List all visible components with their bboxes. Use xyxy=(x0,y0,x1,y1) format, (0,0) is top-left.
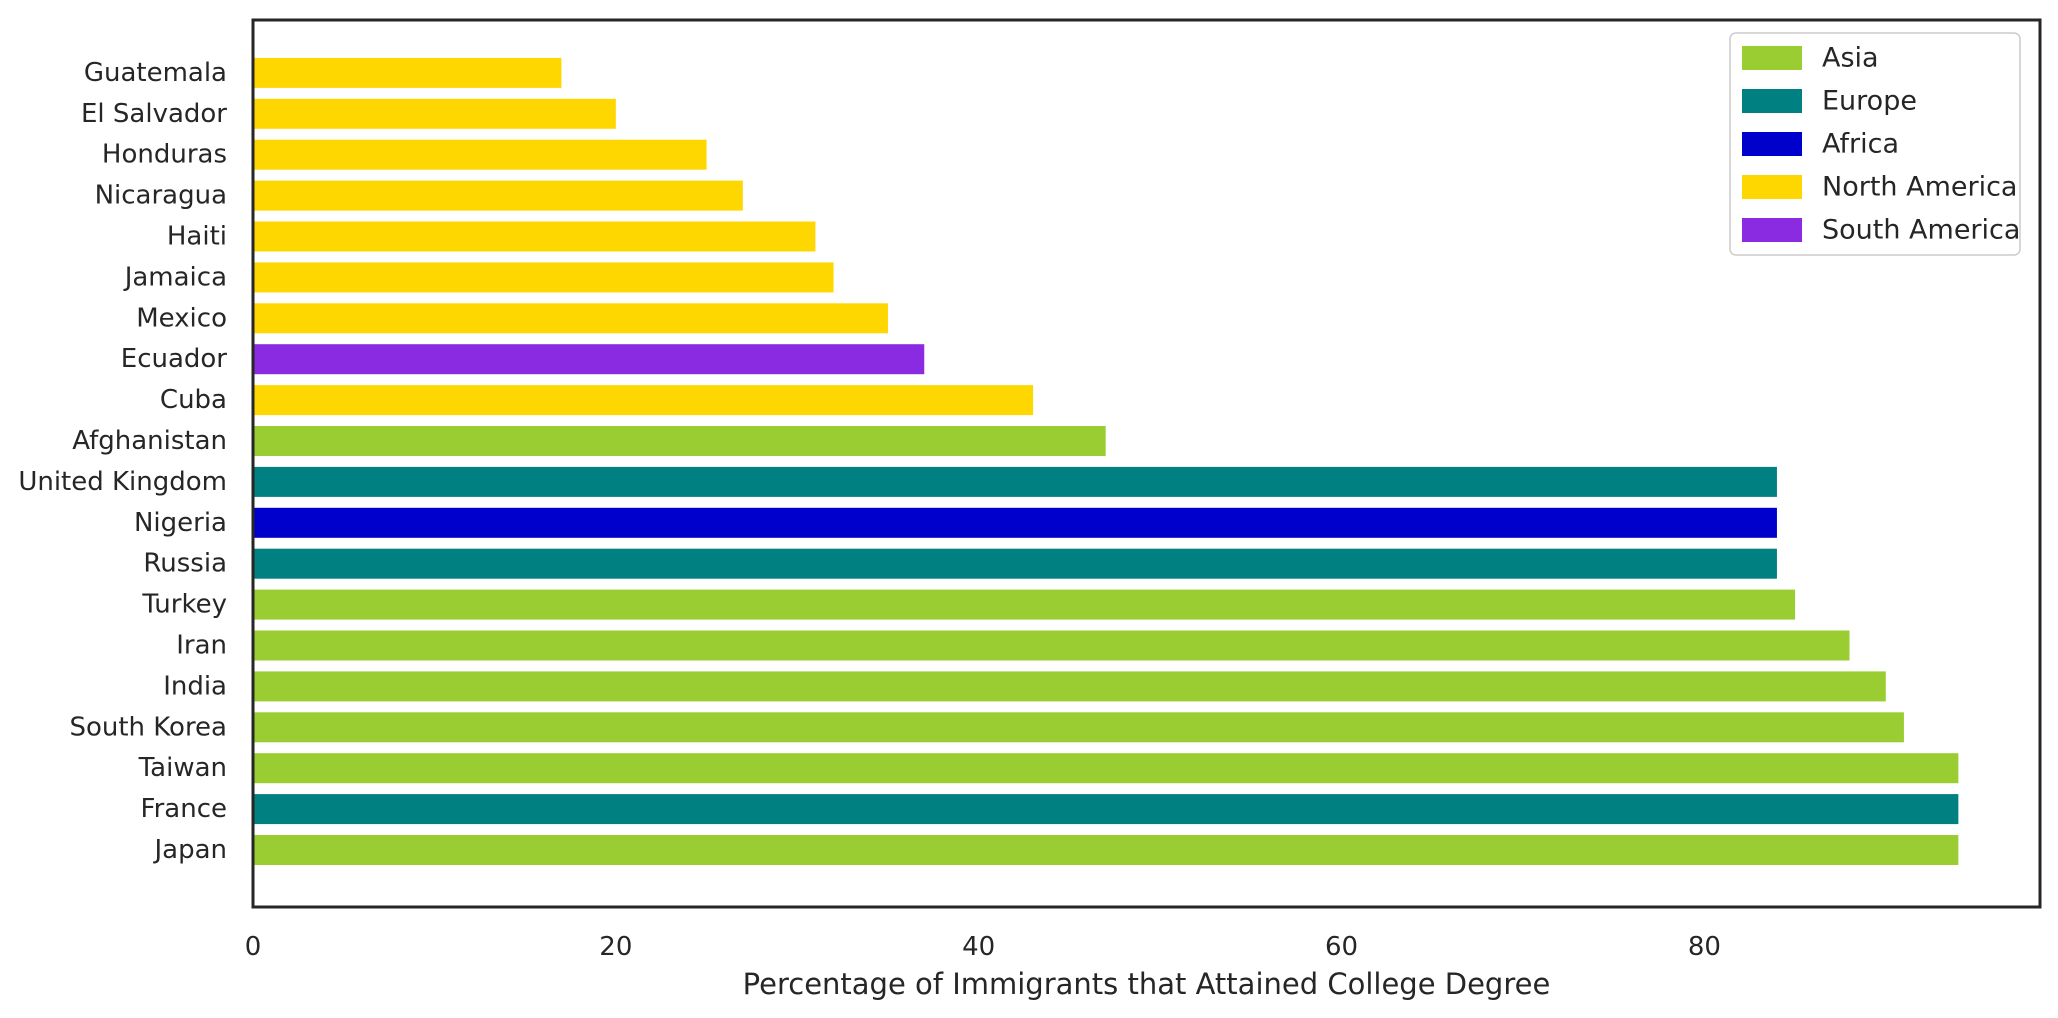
x-tick-label-80: 80 xyxy=(1688,932,1721,962)
bar-haiti xyxy=(253,221,816,252)
y-tick-label-haiti: Haiti xyxy=(167,222,227,252)
bar-turkey xyxy=(253,589,1796,620)
bars-group xyxy=(253,57,1959,865)
legend: Asia Europe Africa North America South Ameri… xyxy=(1729,32,2021,256)
bar-south-korea xyxy=(253,712,1904,743)
bar-india xyxy=(253,671,1886,702)
bar-nicaragua xyxy=(253,180,743,211)
y-tick-label-nigeria: Nigeria xyxy=(134,508,227,538)
y-tick-label-honduras: Honduras xyxy=(102,140,227,170)
y-tick-label-nicaragua: Nicaragua xyxy=(95,181,227,211)
bar-ecuador xyxy=(253,344,925,375)
legend-swatch-north-america xyxy=(1742,175,1802,199)
bar-iran xyxy=(253,630,1850,661)
y-tick-label-mexico: Mexico xyxy=(136,303,227,333)
y-tick-label-guatemala: Guatemala xyxy=(84,58,227,88)
legend-label-asia: Asia xyxy=(1822,43,1879,74)
bar-el-salvador xyxy=(253,98,616,129)
legend-swatch-africa xyxy=(1742,132,1802,156)
bar-cuba xyxy=(253,385,1034,416)
legend-swatch-asia xyxy=(1742,46,1802,70)
bar-nigeria xyxy=(253,507,1777,538)
legend-swatch-europe xyxy=(1742,89,1802,113)
bar-taiwan xyxy=(253,753,1959,784)
y-tick-label-united-kingdom: United Kingdom xyxy=(18,467,227,497)
bar-russia xyxy=(253,548,1777,579)
legend-label-africa: Africa xyxy=(1822,129,1899,160)
legend-frame xyxy=(1729,32,2021,256)
x-tick-label-60: 60 xyxy=(1325,932,1358,962)
y-tick-label-turkey: Turkey xyxy=(141,590,227,620)
bar-mexico xyxy=(253,303,888,334)
y-tick-label-jamaica: Jamaica xyxy=(123,262,227,292)
plot-frame xyxy=(251,18,2042,909)
y-tick-label-russia: Russia xyxy=(143,549,227,579)
legend-label-south-america: South America xyxy=(1822,215,2020,246)
bar-honduras xyxy=(253,139,707,170)
bar-japan xyxy=(253,835,1959,865)
x-tick-label-20: 20 xyxy=(599,932,632,962)
y-tick-label-taiwan: Taiwan xyxy=(138,753,227,783)
y-tick-label-iran: Iran xyxy=(176,631,227,661)
y-tick-label-india: India xyxy=(163,671,227,701)
y-tick-label-japan: Japan xyxy=(152,835,227,865)
y-tick-label-france: France xyxy=(141,794,227,824)
y-axis-tick-labels: Japan France Taiwan South Korea India Iran Tur… xyxy=(18,58,227,865)
bar-united-kingdom xyxy=(253,466,1777,497)
legend-label-europe: Europe xyxy=(1822,86,1917,117)
y-tick-label-el-salvador: El Salvador xyxy=(81,99,227,129)
legend-swatch-south-america xyxy=(1742,218,1802,242)
legend-label-north-america: North America xyxy=(1822,172,2017,203)
bar-jamaica xyxy=(253,262,834,293)
bar-afghanistan xyxy=(253,426,1106,456)
y-tick-label-afghanistan: Afghanistan xyxy=(72,426,227,456)
x-tick-label-0: 0 xyxy=(245,932,262,962)
y-tick-label-south-korea: South Korea xyxy=(69,712,227,742)
x-tick-label-40: 40 xyxy=(962,932,995,962)
x-axis-ticks: 0 20 40 60 80 xyxy=(245,932,1721,962)
bar-guatemala xyxy=(253,57,562,88)
bar-france xyxy=(253,794,1959,825)
y-tick-label-ecuador: Ecuador xyxy=(121,344,228,374)
x-axis-title: Percentage of Immigrants that Attained C… xyxy=(743,967,1551,1001)
y-tick-label-cuba: Cuba xyxy=(160,385,227,415)
